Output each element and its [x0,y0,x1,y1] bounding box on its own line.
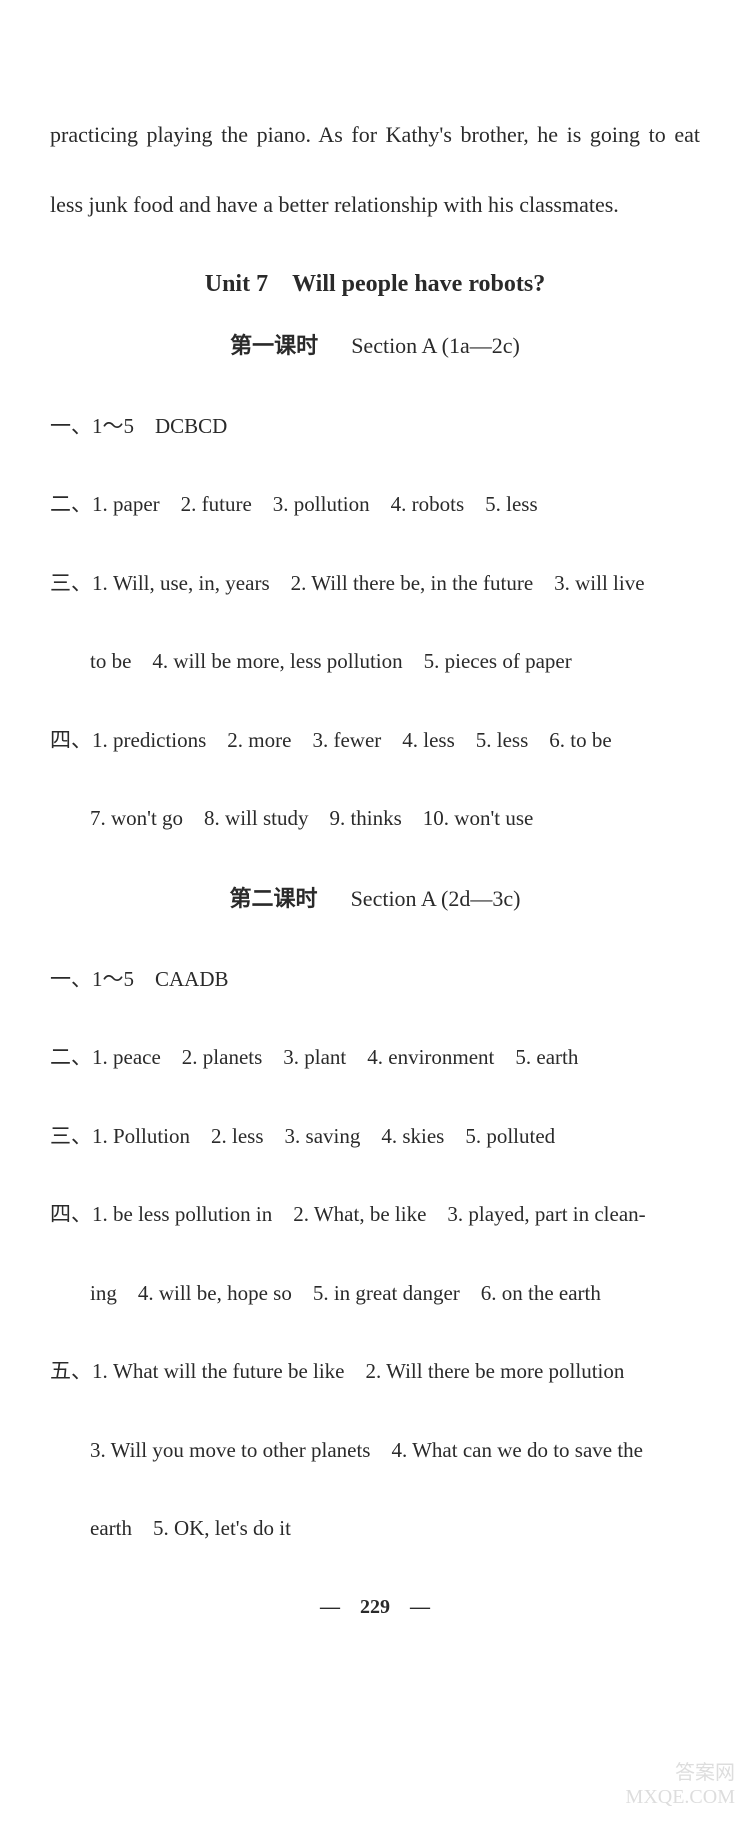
lesson2-q4-line2: ing 4. will be, hope so 5. in great dang… [50,1257,700,1331]
lesson2-q4-line1: 四、1. be less pollution in 2. What, be li… [50,1178,700,1252]
lesson2-q5-line2: 3. Will you move to other planets 4. Wha… [50,1414,700,1488]
lesson2-title: 第二课时 Section A (2d—3c) [50,881,700,913]
unit-title: Unit 7 Will people have robots? [50,271,700,298]
watermark: 答案网MXQE.COM [626,1761,735,1809]
page-number: — 229 — [50,1596,700,1619]
lesson2-prefix: 第二课时 [230,886,318,911]
lesson2-q5-line3: earth 5. OK, let's do it [50,1492,700,1566]
lesson1-q3-line2: to be 4. will be more, less pollution 5.… [50,625,700,699]
lesson1-q1: 一、1～5 DCBCD [50,390,700,464]
lesson1-q3-line1: 三、1. Will, use, in, years 2. Will there … [50,547,700,621]
intro-paragraph: practicing playing the piano. As for Kat… [50,100,700,241]
lesson2-q5-line1: 五、1. What will the future be like 2. Wil… [50,1335,700,1409]
lesson2-q3: 三、1. Pollution 2. less 3. saving 4. skie… [50,1100,700,1174]
lesson2-section: Section A (2d—3c) [351,886,521,911]
lesson1-q4-line1: 四、1. predictions 2. more 3. fewer 4. les… [50,704,700,778]
lesson2-q1: 一、1～5 CAADB [50,943,700,1017]
lesson2-q2: 二、1. peace 2. planets 3. plant 4. enviro… [50,1021,700,1095]
lesson1-prefix: 第一课时 [230,333,318,358]
lesson1-q4-line2: 7. won't go 8. will study 9. thinks 10. … [50,782,700,856]
lesson1-section: Section A (1a—2c) [351,333,520,358]
lesson1-title: 第一课时 Section A (1a—2c) [50,328,700,360]
lesson1-q2: 二、1. paper 2. future 3. pollution 4. rob… [50,468,700,542]
